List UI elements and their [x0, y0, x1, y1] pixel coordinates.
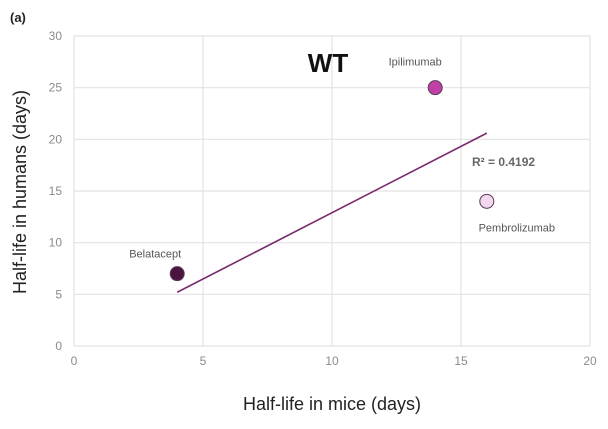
y-tick-label: 5	[55, 287, 62, 301]
x-tick-label: 0	[71, 354, 78, 368]
data-point-ipilimumab	[427, 80, 443, 96]
y-axis-title: Half-life in humans (days)	[10, 90, 30, 294]
y-tick-label: 15	[49, 184, 63, 198]
x-tick-label: 15	[454, 354, 468, 368]
chart-title: WT	[308, 48, 349, 78]
y-tick-label: 25	[49, 81, 63, 95]
y-tick-label: 20	[49, 132, 63, 146]
y-tick-label: 0	[55, 339, 62, 353]
data-label: Ipilimumab	[389, 57, 442, 69]
data-point-belatacept	[169, 266, 185, 282]
x-axis-title: Half-life in mice (days)	[243, 394, 421, 414]
y-tick-label: 10	[49, 236, 63, 250]
y-tick-label: 30	[49, 29, 63, 43]
data-point-pembrolizumab	[479, 193, 495, 209]
data-label: Pembrolizumab	[479, 222, 555, 234]
r-squared-annotation: R² = 0.4192	[472, 155, 535, 169]
x-tick-label: 20	[583, 354, 597, 368]
trendline	[176, 132, 488, 293]
data-label: Belatacept	[129, 249, 181, 261]
panel-label: (a)	[10, 10, 26, 25]
x-tick-label: 5	[200, 354, 207, 368]
x-tick-label: 10	[325, 354, 339, 368]
